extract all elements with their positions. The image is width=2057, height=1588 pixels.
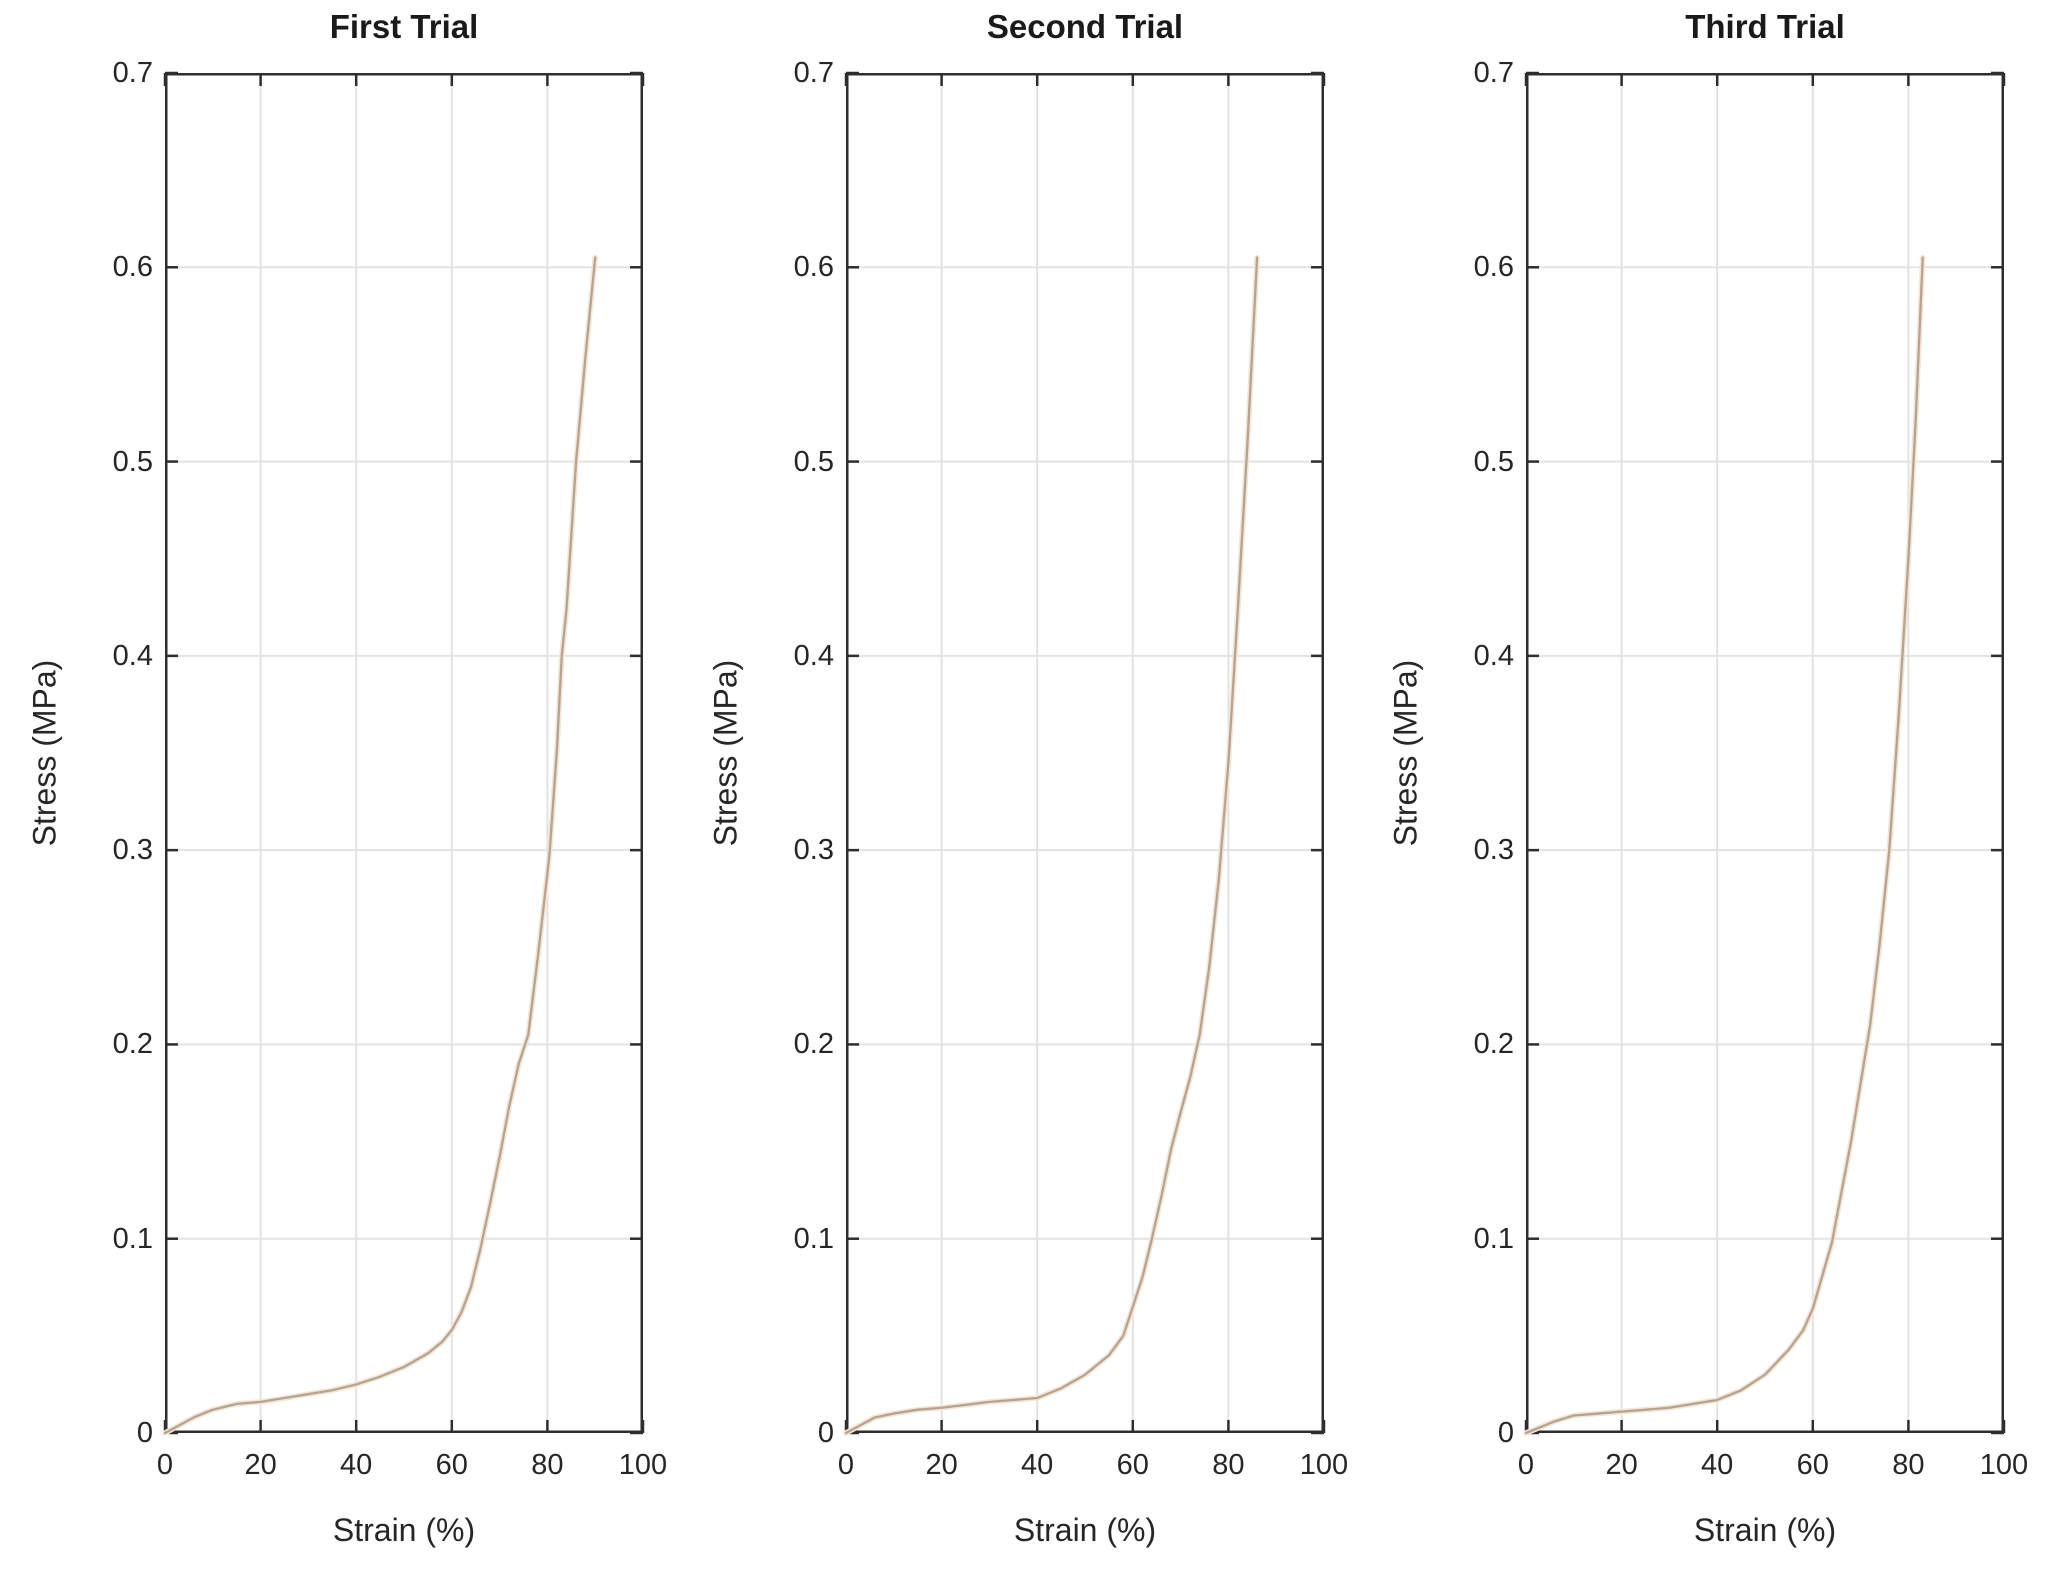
x-tick-label: 80 <box>1892 1449 1925 1481</box>
subplot-title: Third Trial <box>1685 8 1845 45</box>
x-tick-label: 100 <box>618 1449 668 1481</box>
y-tick-label: 0.1 <box>1473 1222 1514 1255</box>
x-tick-label: 20 <box>925 1449 958 1481</box>
x-tick-label: 20 <box>1605 1449 1638 1481</box>
plot-area-third-trial <box>1523 71 2006 1436</box>
stress-strain-curve <box>163 256 597 1435</box>
y-axis-label: Stress (MPa) <box>707 659 744 847</box>
x-tick-label: 40 <box>1701 1449 1734 1481</box>
plot-area-second-trial <box>843 71 1326 1436</box>
y-tick-label: 0 <box>817 1417 834 1449</box>
x-tick-label: 60 <box>1116 1449 1149 1481</box>
y-tick-label: 0.6 <box>1473 251 1514 284</box>
axes-box <box>165 73 643 1433</box>
x-tick-label: 80 <box>531 1449 564 1481</box>
y-tick-label: 0.6 <box>793 251 834 284</box>
y-tick-label: 0.2 <box>1473 1028 1514 1061</box>
y-tick-label: 0.1 <box>112 1222 153 1255</box>
y-tick-label: 0.5 <box>112 445 153 478</box>
x-tick-label: 60 <box>435 1449 468 1481</box>
y-tick-label: 0.3 <box>1473 834 1514 867</box>
stress-strain-curve-halo <box>843 254 1260 1436</box>
x-tick-label: 40 <box>340 1449 373 1481</box>
x-axis-label: Strain (%) <box>1693 1512 1837 1548</box>
x-tick-label: 0 <box>1517 1449 1535 1481</box>
y-tick-label: 0.4 <box>112 639 153 672</box>
x-tick-label: 60 <box>1796 1449 1829 1481</box>
stress-strain-curve <box>844 256 1259 1435</box>
y-axis-label: Stress (MPa) <box>1387 659 1424 847</box>
subplot-title: Second Trial <box>986 8 1184 45</box>
y-tick-label: 0.6 <box>112 251 153 284</box>
x-tick-label: 20 <box>244 1449 277 1481</box>
y-tick-label: 0.3 <box>112 834 153 867</box>
y-tick-label: 0.2 <box>793 1028 834 1061</box>
y-tick-label: 0.4 <box>793 639 834 672</box>
axes-box <box>846 73 1324 1433</box>
y-tick-label: 0.7 <box>793 57 834 89</box>
y-tick-label: 0.7 <box>1473 57 1514 89</box>
y-tick-label: 0.4 <box>1473 639 1514 672</box>
stress-strain-curve-halo <box>162 254 598 1436</box>
plot-area-first-trial <box>162 71 645 1436</box>
y-tick-label: 0.7 <box>112 57 153 89</box>
y-tick-label: 0.1 <box>793 1222 834 1255</box>
x-tick-label: 40 <box>1021 1449 1054 1481</box>
y-tick-label: 0.2 <box>112 1028 153 1061</box>
axes-box <box>1526 73 2004 1433</box>
subplot-title: First Trial <box>329 8 479 45</box>
x-tick-label: 0 <box>837 1449 855 1481</box>
y-tick-label: 0.5 <box>793 445 834 478</box>
x-tick-label: 80 <box>1212 1449 1245 1481</box>
y-axis-label: Stress (MPa) <box>26 659 63 847</box>
y-tick-label: 0.3 <box>793 834 834 867</box>
x-tick-label: 100 <box>1299 1449 1349 1481</box>
y-tick-label: 0 <box>1497 1417 1514 1449</box>
stress-strain-curve-halo <box>1523 254 1926 1436</box>
y-tick-label: 0 <box>136 1417 153 1449</box>
x-axis-label: Strain (%) <box>332 1512 476 1548</box>
x-axis-label: Strain (%) <box>1013 1512 1157 1548</box>
x-tick-label: 100 <box>1979 1449 2029 1481</box>
x-tick-label: 0 <box>156 1449 174 1481</box>
stress-strain-curve <box>1524 256 1924 1435</box>
y-tick-label: 0.5 <box>1473 445 1514 478</box>
